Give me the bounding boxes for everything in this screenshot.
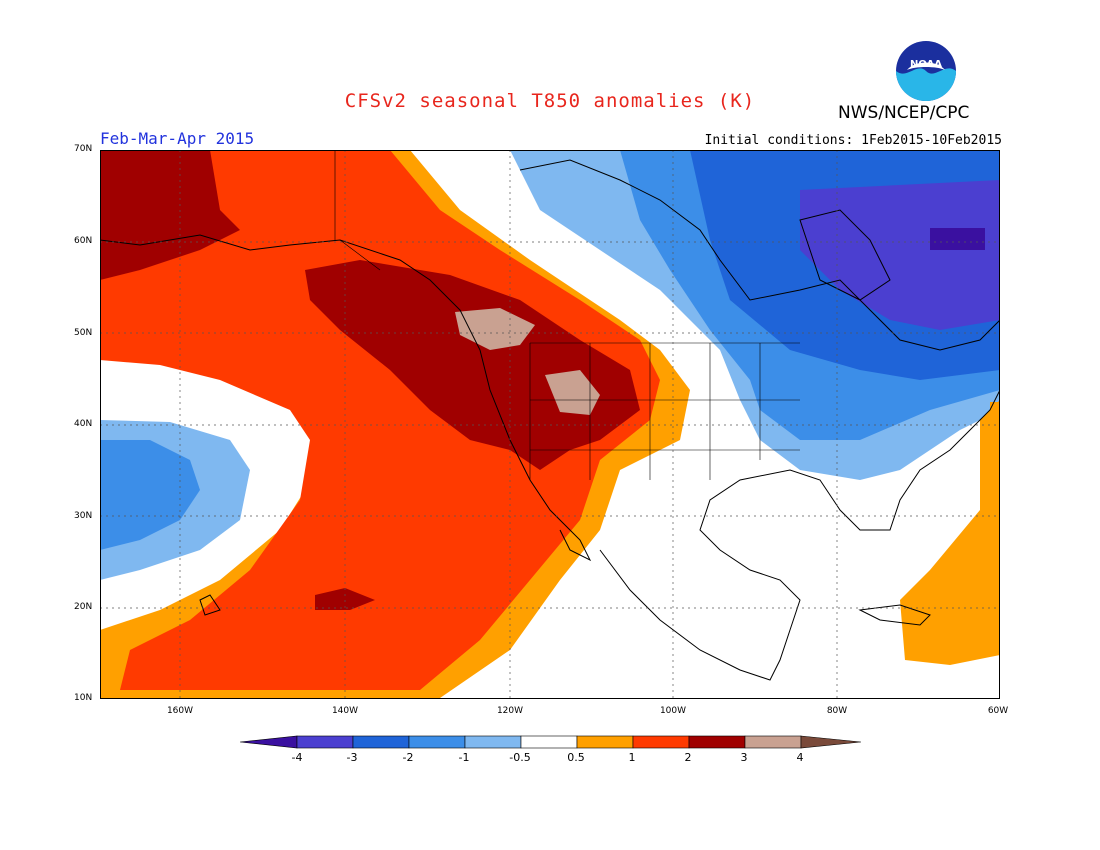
lat-label: 30N — [74, 511, 93, 521]
political-borders — [334, 150, 800, 480]
anomaly-deep-purple — [930, 228, 985, 250]
anomaly-tan-patch-2 — [545, 370, 600, 415]
anomaly-orange-atlantic — [900, 400, 1000, 665]
colorbar-tick-label: 1 — [628, 751, 636, 764]
colorbar-box — [464, 735, 522, 749]
lat-label: 50N — [74, 328, 93, 338]
colorbar-box — [520, 735, 578, 749]
graticule — [100, 150, 1000, 699]
colorbar — [240, 735, 862, 749]
lon-label: 100W — [659, 706, 687, 716]
anomaly-blue-pacific — [100, 440, 200, 550]
coastlines — [100, 159, 1000, 681]
anomaly-darkred-west — [305, 260, 640, 470]
lat-label: 10N — [74, 693, 93, 703]
colorbar-box — [576, 735, 634, 749]
colorbar-tick-label: 4 — [796, 751, 804, 764]
colorbar-tick-label: -4 — [291, 751, 303, 764]
lon-label: 60W — [987, 706, 1009, 716]
colorbar-tick-label: -2 — [402, 751, 414, 764]
map-title: CFSv2 seasonal T850 anomalies (K) — [344, 90, 756, 112]
colorbar-box — [632, 735, 690, 749]
lon-label: 120W — [496, 706, 524, 716]
colorbar-tick-label: 0.5 — [567, 751, 585, 764]
anomaly-darkred-pacific — [315, 588, 375, 610]
colorbar-box — [688, 735, 746, 749]
lat-label: 20N — [74, 602, 93, 612]
anomaly-orange-atlantic-north — [990, 402, 1000, 440]
colorbar-box — [352, 735, 410, 749]
anomaly-redorange-band — [100, 150, 660, 690]
lon-label: 160W — [166, 706, 194, 716]
colorbar-tick-label: -3 — [346, 751, 358, 764]
lon-label: 140W — [331, 706, 359, 716]
colorbar-tick-label: 2 — [684, 751, 692, 764]
lat-label: 60N — [74, 236, 93, 246]
anomaly-purple-east — [800, 180, 1000, 330]
map-border — [100, 150, 1000, 699]
season-label: Feb-Mar-Apr 2015 — [100, 129, 255, 148]
colorbar-labels: -4 -3 -2 -1 -0.5 0.5 1 2 3 4 — [240, 751, 862, 767]
noaa-logo-text: NOAA — [910, 59, 942, 70]
colorbar-box — [744, 735, 802, 749]
colorbar-arrow-low — [240, 735, 298, 749]
lat-label: 40N — [74, 419, 93, 429]
colorbar-tick-label: 3 — [740, 751, 748, 764]
colorbar-tick-label: -0.5 — [509, 751, 531, 764]
lon-label: 80W — [826, 706, 848, 716]
colorbar-box — [296, 735, 354, 749]
colorbar-arrow-high — [800, 735, 862, 749]
lat-label: 70N — [74, 144, 93, 154]
initial-conditions-label: Initial conditions: 1Feb2015-10Feb2015 — [704, 133, 1002, 148]
noaa-logo: NOAA — [896, 41, 956, 101]
agency-label: NWS/NCEP/CPC — [838, 103, 970, 123]
anomaly-map — [100, 150, 1000, 699]
colorbar-tick-label: -1 — [458, 751, 470, 764]
colorbar-box — [408, 735, 466, 749]
anomaly-darkred-region — [100, 150, 240, 280]
